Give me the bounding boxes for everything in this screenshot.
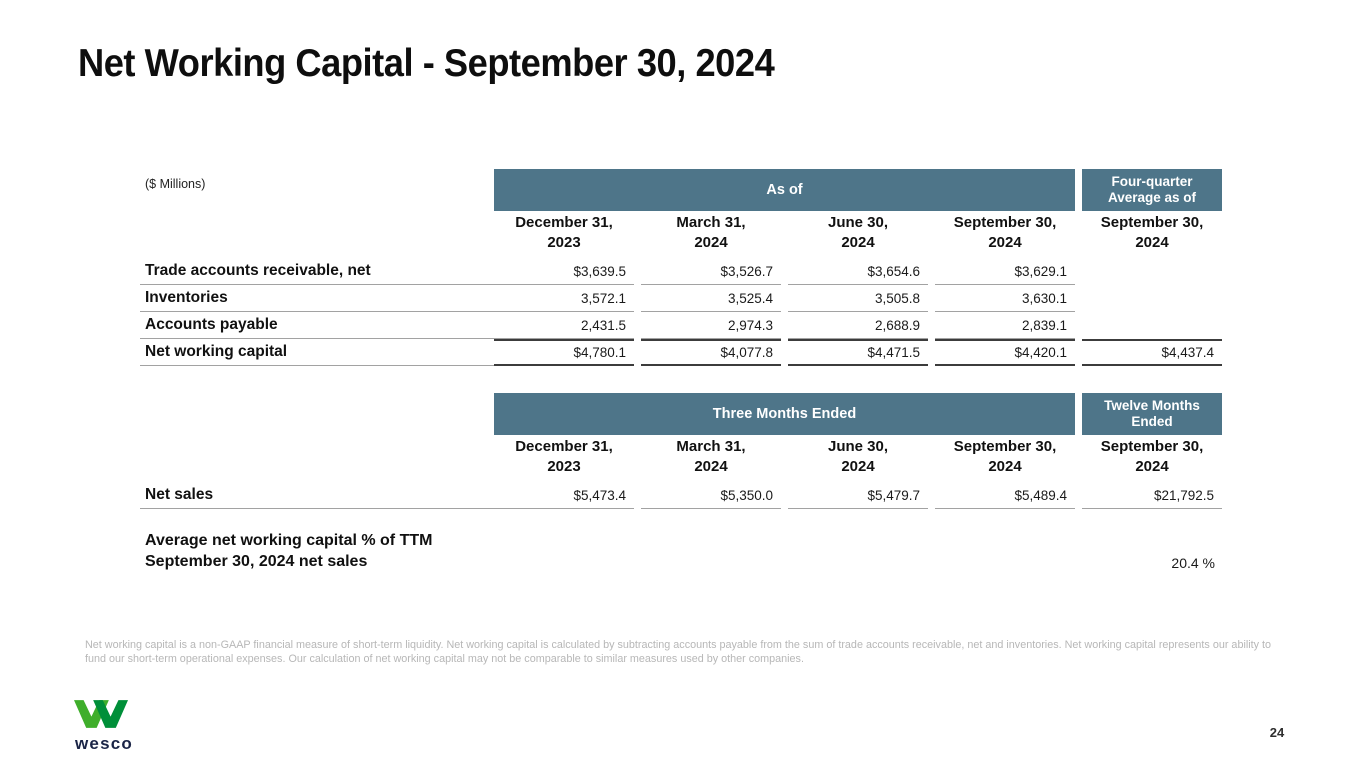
wesco-w-icon: [74, 700, 128, 728]
footnote-line: Net working capital is a non-GAAP financ…: [85, 639, 1272, 651]
column-header: June 30, 2024: [827, 438, 889, 475]
table-row-accounts-payable: Accounts payable 2,431.5 2,974.3 2,688.9…: [140, 312, 1223, 339]
wesco-logo: wesco: [74, 700, 144, 754]
cell: $5,479.7: [788, 482, 928, 509]
table-row-net-sales: Net sales $5,473.4 $5,350.0 $5,479.7 $5,…: [140, 482, 1223, 509]
table2-group-header-row: Three Months Ended Twelve Months Ended: [140, 393, 1223, 435]
net-working-capital-table: As of Four-quarter Average as of Decembe…: [140, 169, 1223, 366]
column-header: September 30, 2024: [953, 438, 1057, 475]
cell-empty: [1082, 285, 1222, 312]
page-number: 24: [1269, 725, 1285, 740]
table-row-trade-accounts-receivable: Trade accounts receivable, net $3,639.5 …: [140, 258, 1223, 285]
cell: $3,526.7: [641, 258, 781, 285]
units-label: ($ Millions): [145, 177, 206, 191]
cell: $3,639.5: [494, 258, 634, 285]
column-header: September 30, 2024: [1100, 214, 1204, 251]
table2-group-header-three-months: Three Months Ended: [494, 393, 1075, 435]
table1-group-header-row: As of Four-quarter Average as of: [140, 169, 1223, 211]
page-title: Net Working Capital - September 30, 2024: [78, 42, 775, 85]
wesco-wordmark: wesco: [75, 734, 133, 753]
table1-group-header-as-of: As of: [494, 169, 1075, 211]
column-header: December 31, 2023: [515, 438, 613, 475]
group-header-line: Ended: [1131, 414, 1173, 429]
cell: $5,350.0: [641, 482, 781, 509]
cell: 2,974.3: [641, 312, 781, 339]
cell: $5,489.4: [935, 482, 1075, 509]
cell: 3,525.4: [641, 285, 781, 312]
cell: 2,839.1: [935, 312, 1075, 339]
column-header: March 31, 2024: [676, 438, 746, 475]
cell: 3,572.1: [494, 285, 634, 312]
table-row-inventories: Inventories 3,572.1 3,525.4 3,505.8 3,63…: [140, 285, 1223, 312]
cell: $21,792.5: [1082, 482, 1222, 509]
row-label: Net working capital: [140, 339, 494, 366]
cell: $3,629.1: [935, 258, 1075, 285]
cell: $3,654.6: [788, 258, 928, 285]
spacer: [140, 393, 494, 435]
group-header-line: Four-quarter: [1111, 174, 1193, 189]
cell: $4,420.1: [935, 339, 1075, 366]
column-header: June 30, 2024: [827, 214, 889, 251]
cell: 3,630.1: [935, 285, 1075, 312]
table1-group-header-four-quarter: Four-quarter Average as of: [1082, 169, 1222, 211]
row-label: Inventories: [140, 285, 494, 312]
table1-column-header-row: December 31, 2023 March 31, 2024 June 30, 2…: [140, 211, 1223, 258]
table-row-net-working-capital-total: Net working capital $4,780.1 $4,077.8 $4…: [140, 339, 1223, 366]
cell: $4,437.4: [1082, 339, 1222, 366]
net-sales-table: Three Months Ended Twelve Months Ended D…: [140, 393, 1223, 509]
spacer: [140, 437, 494, 482]
cell-empty: [1082, 258, 1222, 285]
spacer: [140, 169, 494, 211]
summary-ratio: Average net working capital % of TTM Sep…: [140, 530, 1223, 572]
column-header: December 31, 2023: [515, 214, 613, 251]
footnote: Net working capital is a non-GAAP financ…: [85, 639, 1300, 667]
column-header: September 30, 2024: [1100, 438, 1204, 475]
cell: 2,688.9: [788, 312, 928, 339]
column-header: September 30, 2024: [953, 214, 1057, 251]
spacer: [140, 213, 494, 258]
group-header-line: Twelve Months: [1104, 398, 1200, 413]
footnote-line: fund our short-term operational expenses…: [85, 652, 804, 665]
row-label: Net sales: [140, 482, 494, 509]
table2-column-header-row: December 31, 2023 March 31, 2024 June 30, 2…: [140, 435, 1223, 482]
row-label: Trade accounts receivable, net: [140, 258, 494, 285]
group-header-line: Average as of: [1107, 190, 1197, 205]
table2-group-header-twelve-months: Twelve Months Ended: [1082, 393, 1222, 435]
cell: $4,780.1: [494, 339, 634, 366]
cell: 2,431.5: [494, 312, 634, 339]
summary-value: 20.4 %: [1171, 555, 1215, 571]
cell: $4,471.5: [788, 339, 928, 366]
column-header: March 31, 2024: [676, 214, 746, 251]
cell-empty: [1082, 312, 1222, 339]
row-label: Accounts payable: [140, 312, 494, 339]
cell: $5,473.4: [494, 482, 634, 509]
cell: 3,505.8: [788, 285, 928, 312]
cell: $4,077.8: [641, 339, 781, 366]
summary-label: Average net working capital % of TTM Sep…: [145, 532, 433, 570]
